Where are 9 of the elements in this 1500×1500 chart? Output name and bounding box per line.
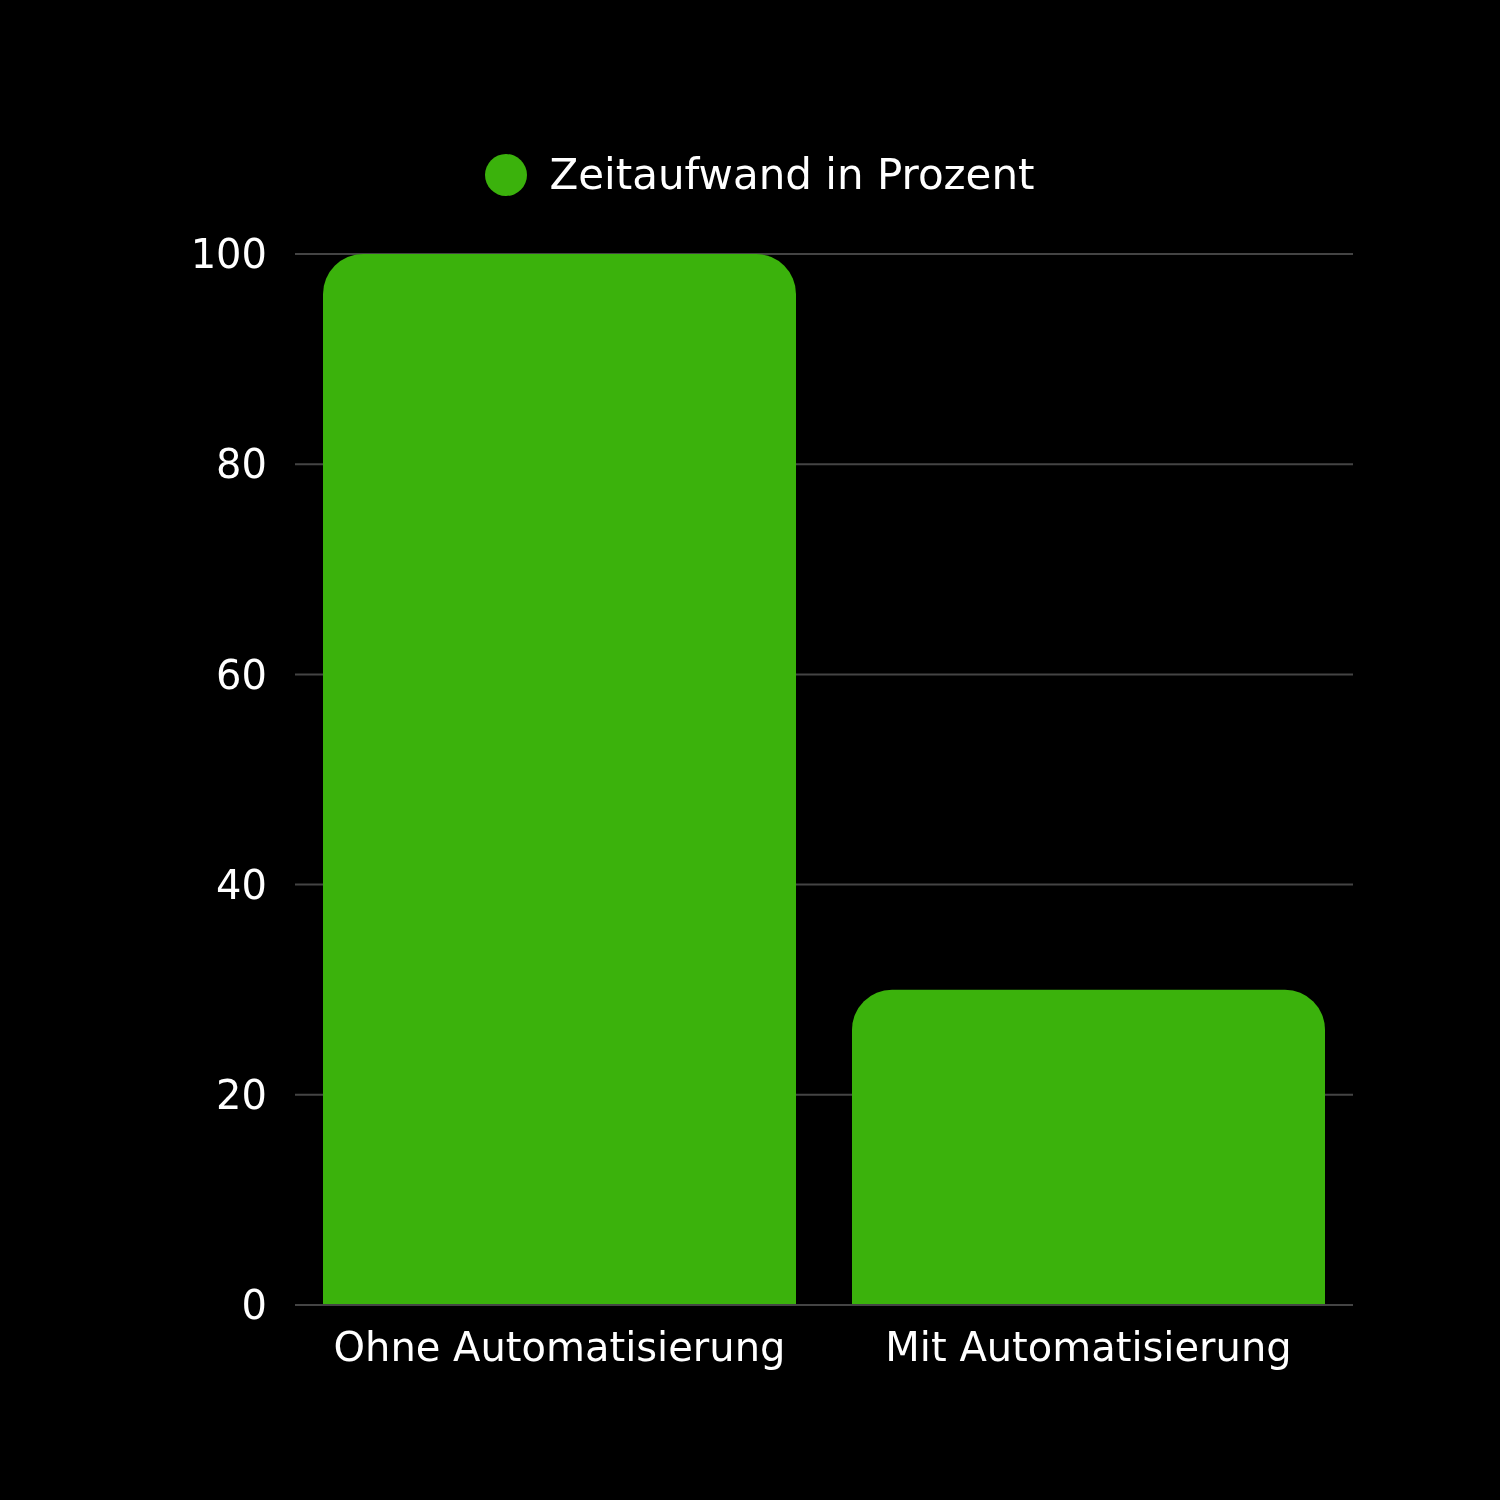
y-tick-label: 60 (216, 651, 267, 698)
y-tick-label: 40 (216, 861, 267, 908)
legend-label: Zeitaufwand in Prozent (549, 150, 1035, 199)
y-tick-label: 80 (216, 441, 267, 488)
y-tick-label: 20 (216, 1072, 267, 1118)
y-tick-label: 100 (190, 231, 267, 278)
x-tick-label: Mit Automatisierung (885, 1324, 1292, 1371)
y-tick-label: 0 (241, 1282, 267, 1329)
x-tick-label: Ohne Automatisierung (333, 1324, 786, 1371)
